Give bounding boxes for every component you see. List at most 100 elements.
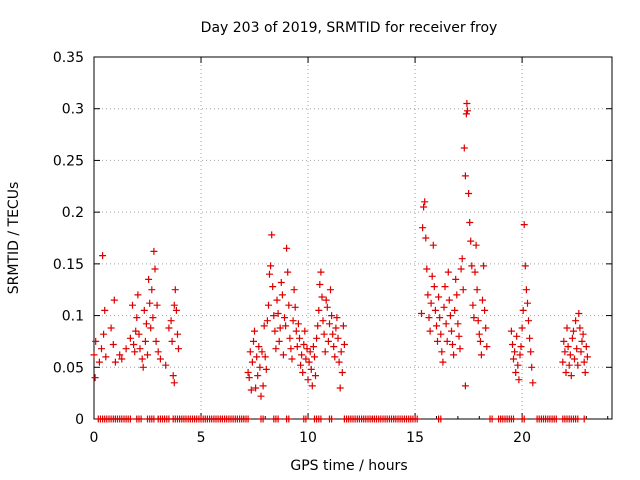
- data-point: [443, 337, 451, 345]
- data-point: [328, 312, 336, 320]
- data-point: [284, 268, 292, 276]
- data-point: [436, 314, 444, 322]
- data-point-zero: [488, 415, 496, 423]
- axis-ticks: 0 0.05 0.1 0.15 0.2 0.25 0.3 0.35 0 5 10 15 20: [53, 50, 612, 446]
- data-point: [477, 351, 485, 359]
- data-point: [148, 286, 156, 294]
- data-point: [527, 348, 535, 356]
- data-point: [170, 379, 178, 387]
- data-point: [272, 345, 280, 353]
- data-point-zero: [137, 415, 145, 423]
- data-point: [172, 306, 180, 314]
- data-point: [130, 341, 138, 348]
- data-point-zero: [328, 415, 336, 423]
- chart-title: Day 203 of 2019, SRMTID for receiver fro…: [201, 20, 498, 36]
- data-point: [109, 341, 117, 348]
- data-point-zero: [574, 415, 582, 423]
- plot-frame: [93, 56, 613, 420]
- data-point: [100, 330, 108, 338]
- data-point: [322, 296, 330, 304]
- data-point: [98, 345, 105, 353]
- data-point: [516, 351, 524, 359]
- data-point: [315, 306, 323, 314]
- data-point: [149, 314, 157, 322]
- data-point: [560, 337, 568, 345]
- data-point: [270, 312, 278, 320]
- data-point: [457, 265, 465, 273]
- data-point: [335, 358, 343, 366]
- data-point: [425, 314, 433, 322]
- data-point: [519, 306, 527, 314]
- data-point: [138, 355, 146, 363]
- data-point: [129, 301, 136, 309]
- data-point: [437, 330, 445, 338]
- data-point: [252, 384, 260, 392]
- data-point: [567, 372, 575, 380]
- data-point: [511, 348, 519, 356]
- y-tick-label: 0.2: [62, 205, 84, 221]
- data-point: [131, 348, 139, 356]
- data-point: [283, 244, 291, 252]
- data-point: [110, 296, 118, 304]
- data-point: [294, 320, 302, 328]
- data-point: [134, 291, 142, 299]
- data-point: [459, 286, 467, 294]
- data-point: [90, 351, 98, 359]
- data-point: [317, 268, 325, 276]
- data-point: [467, 237, 475, 245]
- data-point: [515, 376, 523, 384]
- data-point-zero: [552, 415, 560, 423]
- data-point: [135, 330, 143, 338]
- data-point: [468, 262, 476, 270]
- data-point: [339, 322, 347, 330]
- grid-lines: [94, 57, 612, 419]
- data-point: [456, 345, 464, 353]
- data-point: [583, 353, 591, 361]
- data-point-zero: [580, 415, 588, 423]
- data-point: [431, 306, 439, 314]
- data-point: [572, 317, 580, 325]
- data-point: [513, 332, 521, 340]
- x-tick-label: 5: [197, 430, 206, 446]
- data-point: [258, 348, 266, 356]
- data-point: [337, 348, 345, 356]
- data-point: [101, 306, 109, 314]
- data-point: [529, 379, 537, 387]
- data-point: [260, 322, 268, 330]
- data-point: [271, 327, 279, 335]
- data-point: [454, 320, 462, 328]
- data-point: [458, 255, 466, 263]
- data-point: [473, 286, 481, 294]
- y-tick-label: 0.3: [62, 102, 84, 118]
- data-point: [309, 343, 317, 351]
- y-tick-label: 0.1: [62, 309, 84, 325]
- data-point: [267, 262, 275, 270]
- data-point: [136, 345, 144, 353]
- data-point: [434, 337, 441, 345]
- data-point: [262, 365, 270, 373]
- data-point: [168, 337, 176, 345]
- data-point: [329, 330, 337, 338]
- data-point: [430, 283, 438, 291]
- data-point: [433, 322, 440, 330]
- data-point: [461, 172, 469, 180]
- y-tick-label: 0.35: [53, 50, 84, 66]
- data-point: [421, 198, 429, 206]
- data-point: [510, 355, 517, 363]
- data-point-zero: [437, 415, 445, 423]
- data-point: [481, 306, 489, 314]
- data-point: [465, 190, 473, 197]
- data-point: [169, 372, 177, 380]
- data-point: [330, 343, 338, 351]
- data-point: [151, 265, 159, 273]
- data-point: [281, 314, 288, 322]
- data-point: [420, 203, 428, 211]
- data-point: [559, 358, 567, 366]
- data-point: [122, 345, 130, 353]
- data-point: [275, 337, 283, 345]
- x-tick-label: 20: [513, 430, 531, 446]
- data-point: [427, 299, 435, 307]
- data-point: [564, 343, 572, 351]
- data-point: [268, 231, 276, 239]
- data-point: [576, 324, 584, 332]
